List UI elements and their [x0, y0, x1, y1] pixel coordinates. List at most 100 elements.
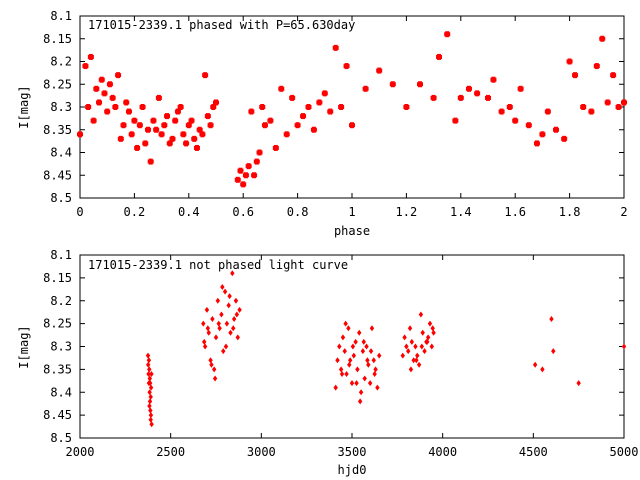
- phased-data-point: [403, 104, 410, 110]
- unphased-data-point: [413, 343, 418, 350]
- unphased-data-point: [551, 348, 556, 355]
- phased-data-point: [283, 131, 290, 138]
- unphased-data-point: [233, 297, 239, 304]
- unphased-data-point: [549, 316, 554, 323]
- unphased-x-tick-label: 2500: [156, 445, 185, 459]
- unphased-data-point: [147, 398, 153, 405]
- phased-data-point: [599, 35, 606, 42]
- unphased-data-point: [350, 343, 356, 350]
- phased-data-point: [452, 117, 459, 124]
- phased-data-point: [115, 72, 122, 79]
- unphased-data-point: [211, 366, 217, 373]
- unphased-data-point: [205, 325, 211, 332]
- phased-data-point: [112, 104, 119, 110]
- unphased-data-point: [333, 384, 338, 391]
- unphased-data-point: [368, 348, 374, 355]
- phased-data-point: [193, 144, 200, 151]
- phased-data-point: [272, 144, 279, 151]
- phased-data-point: [177, 104, 184, 110]
- unphased-x-tick-label: 3000: [247, 445, 276, 459]
- phased-data-point: [82, 63, 89, 70]
- phased-data-point: [256, 149, 263, 156]
- phased-data-point: [164, 113, 171, 120]
- phased-chart-title: 171015-2339.1 phased with P=65.630day: [88, 18, 355, 32]
- phased-data-point: [389, 81, 396, 88]
- unphased-data-point: [369, 325, 375, 332]
- phased-data-point: [561, 135, 568, 142]
- phased-data-point: [300, 113, 307, 120]
- unphased-data-point: [414, 357, 419, 364]
- unphased-data-point: [235, 334, 240, 341]
- unphased-data-point: [220, 284, 225, 291]
- unphased-data-point: [367, 380, 373, 387]
- unphased-data-point: [148, 416, 153, 423]
- unphased-data-point: [375, 384, 380, 391]
- unphased-data-point: [415, 352, 420, 359]
- unphased-data-point: [146, 357, 152, 364]
- phased-data-point: [362, 85, 369, 92]
- phased-data-point: [610, 72, 617, 79]
- phased-panel: 171015-2339.1 phased with P=65.630day ph…: [17, 9, 628, 238]
- phased-data-point: [572, 72, 579, 79]
- unphased-data-point: [147, 366, 152, 373]
- unphased-data-point: [621, 343, 627, 350]
- unphased-data-point: [201, 320, 206, 327]
- unphased-data-point: [210, 316, 215, 323]
- phased-x-tick-label: 1: [348, 205, 355, 219]
- phased-data-point: [90, 117, 97, 124]
- phased-data-point: [525, 122, 532, 129]
- unphased-data-point: [366, 361, 371, 368]
- unphased-data-point: [148, 407, 153, 414]
- phased-data-point: [185, 122, 192, 129]
- unphased-data-point: [346, 325, 351, 332]
- unphased-data-point: [147, 380, 153, 387]
- phased-y-tick-label: 8.35: [43, 123, 72, 137]
- unphased-data-point: [148, 393, 153, 400]
- phased-x-tick-label: 2: [620, 205, 627, 219]
- unphased-y-tick-label: 8.4: [50, 385, 72, 399]
- unphased-y-tick-label: 8.25: [43, 317, 72, 331]
- phased-data-point: [117, 135, 124, 142]
- unphased-data-point: [234, 311, 240, 318]
- phased-data-point: [485, 94, 491, 101]
- unphased-data-point: [147, 389, 152, 396]
- unphased-data-point: [576, 380, 581, 387]
- unphased-data-point: [202, 343, 208, 350]
- phased-data-point: [104, 108, 111, 115]
- phased-data-point: [417, 81, 423, 88]
- unphased-data-point: [416, 361, 422, 368]
- phased-plot-frame: [79, 15, 625, 199]
- unphased-data-point: [373, 366, 378, 373]
- unphased-data-point: [149, 421, 154, 428]
- phased-data-point: [106, 81, 113, 88]
- phased-data-point: [150, 117, 157, 124]
- unphased-y-tick-label: 8.15: [43, 271, 72, 285]
- phased-data-point: [120, 122, 127, 129]
- phased-data-point: [517, 85, 524, 92]
- unphased-data-point: [228, 329, 233, 336]
- unphased-data-point: [406, 348, 411, 355]
- unphased-y-tick-label: 8.1: [50, 248, 72, 262]
- unphased-y-tick-label: 8.3: [50, 340, 72, 354]
- phased-data-point: [338, 104, 345, 110]
- unphased-data-point: [353, 338, 358, 345]
- unphased-data-point: [407, 325, 413, 332]
- phased-data-point: [430, 94, 437, 101]
- unphased-panel: 171015-2339.1 not phased light curve hjd…: [17, 248, 638, 477]
- phased-data-point: [251, 172, 258, 179]
- unphased-x-tick-label: 3500: [338, 445, 367, 459]
- unphased-data-point: [223, 343, 229, 350]
- unphased-data-point: [147, 402, 152, 409]
- phased-data-point: [240, 181, 247, 188]
- unphased-data-point: [237, 306, 242, 313]
- phased-data-point: [539, 131, 546, 138]
- phased-data-point: [588, 108, 595, 115]
- unphased-data-point: [429, 343, 434, 350]
- unphased-data-point: [422, 348, 427, 355]
- phased-data-point: [131, 117, 138, 124]
- unphased-data-point: [362, 375, 367, 382]
- unphased-data-point: [420, 329, 425, 336]
- phased-data-point: [457, 94, 464, 101]
- unphased-data-point: [372, 370, 377, 377]
- unphased-data-point: [147, 375, 153, 382]
